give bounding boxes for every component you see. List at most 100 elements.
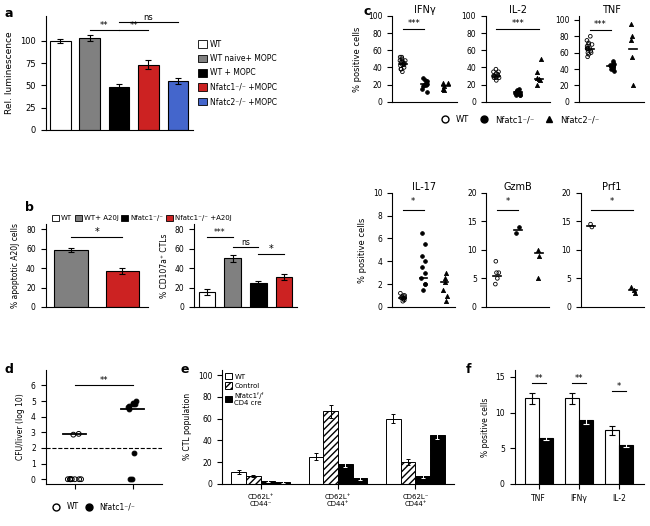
Text: ***: *** [214,228,226,237]
Point [66,475,77,483]
Text: b: b [25,201,34,214]
Point [606,65,616,73]
Point [583,44,593,53]
Y-axis label: CFU/liver (log 10): CFU/liver (log 10) [16,393,25,460]
Point [535,76,545,85]
Point [420,268,430,277]
Point [488,67,499,76]
Text: ***: *** [512,19,525,28]
Point [608,57,618,65]
Point [511,87,521,96]
Point [441,297,452,306]
Bar [605,430,619,484]
Point [584,50,594,58]
Text: ***: *** [594,20,607,29]
Point [126,475,136,483]
Bar [619,444,634,484]
Point [607,58,618,67]
Point [128,398,138,407]
Text: a: a [5,7,13,19]
Bar [525,398,539,484]
Point [605,62,616,70]
Point [396,65,406,74]
Point [532,74,542,82]
Point [586,220,596,228]
Point [488,72,499,80]
Point [582,44,592,53]
Point [124,475,135,483]
Bar [138,65,159,130]
Point [625,20,636,28]
Point [65,475,75,483]
Text: **: ** [100,21,109,30]
Point [73,430,84,438]
Point [129,449,140,457]
Title: GzmB: GzmB [504,182,532,192]
Point [396,65,406,74]
Point [532,80,542,89]
Point [439,278,450,286]
Point [491,268,502,277]
Point [515,91,525,99]
Y-axis label: % apoptotic A20J cells: % apoptotic A20J cells [12,223,20,308]
Bar [224,258,241,307]
Point [493,70,503,78]
Point [514,89,525,97]
Point [493,67,504,76]
Point [400,56,410,65]
Point [582,53,593,61]
Point [439,82,449,90]
Point [417,286,428,294]
Point [491,257,501,266]
Point [400,294,410,302]
Point [491,76,502,85]
Bar [276,277,292,307]
Point [399,60,410,69]
Point [586,47,596,55]
Point [396,53,407,62]
Bar [338,464,353,484]
Bar [276,482,290,484]
Point [512,88,522,97]
Title: IL-17: IL-17 [411,182,436,192]
Y-axis label: % positive cells: % positive cells [480,397,489,457]
Legend: WT, Nfatc1⁻/⁻: WT, Nfatc1⁻/⁻ [46,499,138,514]
Point [420,240,430,248]
Bar [386,419,400,484]
Point [399,59,410,67]
Point [512,86,522,94]
Point [515,89,525,97]
Point [584,44,595,53]
Point [417,228,428,237]
Bar [353,479,367,484]
Bar [106,271,139,307]
Point [437,286,448,294]
Point [510,91,521,99]
Point [68,430,79,439]
Point [419,80,429,89]
Point [490,280,501,288]
Text: ns: ns [241,238,250,247]
Point [417,82,428,90]
Point [582,48,593,57]
Y-axis label: % CTL population: % CTL population [183,393,192,460]
Point [419,280,430,288]
Point [399,296,410,305]
Point [124,403,134,411]
Bar [250,282,266,307]
Point [441,268,451,277]
Point [400,291,410,300]
Point [421,80,431,89]
Point [533,246,543,254]
Text: **: ** [129,21,138,30]
Point [128,400,138,408]
Point [441,291,452,300]
Point [76,475,86,483]
Text: ***: *** [408,19,420,28]
Point [515,91,525,99]
Bar [579,420,593,484]
Point [582,42,592,50]
Bar [565,398,579,484]
Point [439,274,450,282]
Point [585,32,595,41]
